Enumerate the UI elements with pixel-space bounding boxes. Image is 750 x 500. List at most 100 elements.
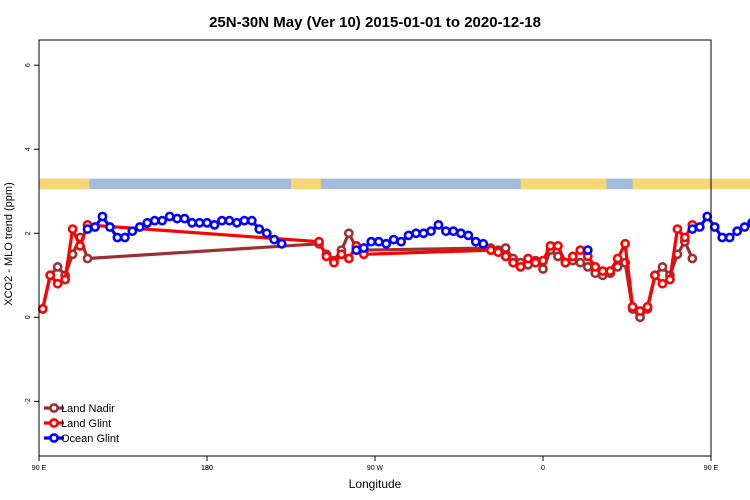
series-2-point-0-14: [187, 217, 197, 228]
series-0-point-0-27: [582, 262, 593, 272]
series-1-point-0-17: [508, 257, 519, 268]
legend: Land Nadir Land Glint Ocean Glint: [44, 403, 119, 445]
series-1-point-0-30: [605, 266, 616, 277]
series-1-point-0-25: [567, 251, 578, 262]
series-2-point-1-14: [455, 228, 466, 239]
y-tick-label-0: -2: [25, 398, 32, 404]
series-1-point-0-3: [60, 274, 71, 285]
series-2-point-1-16: [470, 236, 481, 247]
series-2-point-3-3: [709, 222, 720, 232]
chart-title: 25N-30N May (Ver 10) 2015-01-01 to 2020-…: [209, 14, 541, 31]
series-1-point-0-21: [538, 255, 548, 266]
series-1-point-0-33: [627, 301, 638, 312]
series-2-point-0-23: [254, 224, 265, 234]
ocean-band: [39, 178, 711, 190]
plot-frame: [38, 39, 712, 457]
series-2-point-1-7: [403, 230, 414, 241]
series-2-point-1-10: [426, 226, 436, 237]
legend-marker-0: [49, 403, 59, 413]
series-2-point-0-17: [209, 219, 220, 230]
series-2: [82, 211, 750, 256]
series-1-point-0-20: [530, 257, 541, 268]
series-1-point-0-38: [665, 274, 675, 285]
series-2-point-0-16: [202, 217, 212, 228]
series-0-point-0-41: [687, 253, 698, 264]
series-1-point-0-11: [343, 253, 354, 264]
series-2-point-0-22: [246, 215, 257, 226]
series-2-point-1-13: [448, 226, 459, 237]
series-1: [37, 219, 698, 316]
series-1-point-0-5: [75, 240, 85, 251]
series-2-point-1-6: [396, 236, 407, 247]
x-tick-label-1: 180: [201, 465, 213, 472]
series-2-point-1-0: [351, 245, 362, 256]
y-tick-label-4: 6: [25, 63, 32, 67]
series-0-point-0-2: [52, 262, 63, 272]
series-1-point-0-28: [590, 262, 601, 272]
land-band-0: [39, 178, 90, 190]
series-2-point-0-11: [164, 211, 175, 222]
series-2-point-0-8: [142, 217, 153, 228]
legend-marker-1: [49, 418, 59, 428]
series-2-point-3-6: [732, 226, 743, 237]
series-0-point-0-26: [575, 257, 586, 268]
series-2-point-2-0: [582, 245, 593, 256]
series-1-point-0-36: [650, 270, 660, 281]
series-1-point-0-9: [329, 257, 339, 268]
series-2-point-1-15: [463, 230, 474, 241]
series-1-point-0-23: [553, 240, 563, 251]
series-2-point-0-26: [276, 238, 287, 249]
series-1-point-0-18: [515, 262, 526, 272]
series-2-point-1-17: [478, 238, 489, 249]
land-band-1: [291, 178, 321, 190]
series-2-point-0-6: [127, 226, 138, 237]
series-1-point-0-1: [45, 270, 56, 281]
series-1-point-0-37: [657, 278, 668, 289]
series-1-point-0-32: [620, 238, 631, 249]
land-band-3: [632, 178, 750, 190]
x-tick-label-2: 90 W: [367, 465, 384, 472]
y-axis: -2 0 2 4 6: [25, 63, 39, 404]
series-2-point-3-4: [717, 232, 728, 243]
series-2-point-1-12: [441, 226, 451, 237]
series-1-point-0-22: [545, 240, 556, 251]
series-0-point-0-37: [657, 262, 668, 272]
series-2-point-1-9: [418, 228, 429, 239]
series-2-point-1-4: [381, 238, 392, 249]
plot-area: [37, 39, 750, 457]
series-2-point-1-2: [366, 236, 377, 247]
series-2-point-0-0: [82, 224, 93, 234]
series-1-point-0-15: [493, 247, 504, 258]
series-1-point-0-39: [672, 224, 683, 234]
series-2-point-0-7: [134, 222, 145, 232]
y-tick-label-3: 4: [25, 147, 32, 151]
legend-label-2: Ocean Glint: [61, 433, 119, 445]
x-tick-label-4: 90 E: [704, 465, 719, 472]
x-tick-label-0: 90 E: [32, 465, 47, 472]
legend-label-0: Land Nadir: [61, 403, 115, 415]
y-axis-label: XCO2 - MLO trend (ppm): [3, 182, 15, 305]
series-2-point-0-21: [239, 215, 250, 226]
series-2-point-0-3: [105, 222, 115, 232]
series-1-point-0-7: [314, 236, 324, 247]
land-band-2: [520, 178, 607, 190]
series-2-point-0-5: [119, 232, 130, 243]
series-2-point-0-10: [157, 215, 168, 226]
series-1-point-0-14: [485, 245, 496, 256]
series-2-point-1-3: [373, 236, 384, 247]
series-2-point-0-20: [231, 217, 242, 228]
series-0-point-0-6: [82, 253, 93, 264]
series-1-point-0-29: [597, 266, 608, 277]
series-2-point-1-8: [411, 228, 421, 239]
series-2-point-0-4: [112, 232, 123, 243]
series-0-point-0-16: [500, 243, 511, 253]
series-2-point-0-24: [261, 228, 272, 239]
series-1-point-0-35: [642, 301, 653, 312]
series-2-point-3-0: [687, 224, 698, 234]
series-1-point-0-8: [321, 251, 332, 262]
series-2-point-3-2: [702, 211, 713, 222]
series-2-point-3-5: [724, 232, 735, 243]
legend-label-1: Land Glint: [61, 418, 111, 430]
series-1-point-0-0: [37, 304, 48, 314]
